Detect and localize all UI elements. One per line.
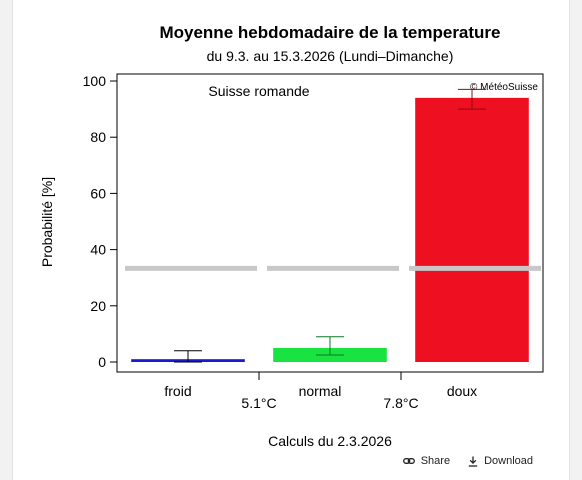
threshold-label: 5.1°C [241, 395, 276, 411]
download-icon [468, 456, 478, 467]
category-label-doux: doux [447, 383, 477, 399]
link-icon [402, 458, 415, 464]
bar-doux [415, 97, 529, 363]
chart-title: Moyenne hebdomadaire de la temperature [159, 23, 500, 42]
chart-card: Moyenne hebdomadaire de la temperature d… [12, 0, 570, 480]
category-label-normal: normal [299, 383, 342, 399]
y-tick-label: 80 [90, 129, 106, 145]
copyright-label: © MétéoSuisse [470, 82, 538, 93]
y-tick-label: 20 [90, 298, 106, 314]
plot-frame [116, 73, 544, 373]
y-axis-label: Probabilité [%] [39, 177, 55, 267]
share-label: Share [420, 455, 451, 467]
y-tick-label: 60 [90, 185, 106, 201]
chart-footer: Share Download [402, 455, 533, 467]
y-tick-label: 40 [90, 242, 106, 258]
plot-area: 0 20 40 60 80 100 Suisse romande © MétéoSuisse f… [83, 73, 544, 411]
x-axis-label: Calculs du 2.3.2026 [268, 433, 392, 449]
download-label: Download [484, 455, 533, 467]
threshold-label: 7.8°C [383, 395, 418, 411]
download-button[interactable]: Download [468, 455, 533, 467]
category-label-froid: froid [164, 383, 191, 399]
region-label: Suisse romande [208, 83, 309, 99]
weekly-temperature-chart: Moyenne hebdomadaire de la temperature d… [39, 23, 544, 449]
share-button[interactable]: Share [402, 455, 451, 467]
y-tick-label: 100 [83, 73, 107, 89]
chart-subtitle: du 9.3. au 15.3.2026 (Lundi–Dimanche) [207, 48, 454, 64]
y-tick-label: 0 [98, 354, 106, 370]
